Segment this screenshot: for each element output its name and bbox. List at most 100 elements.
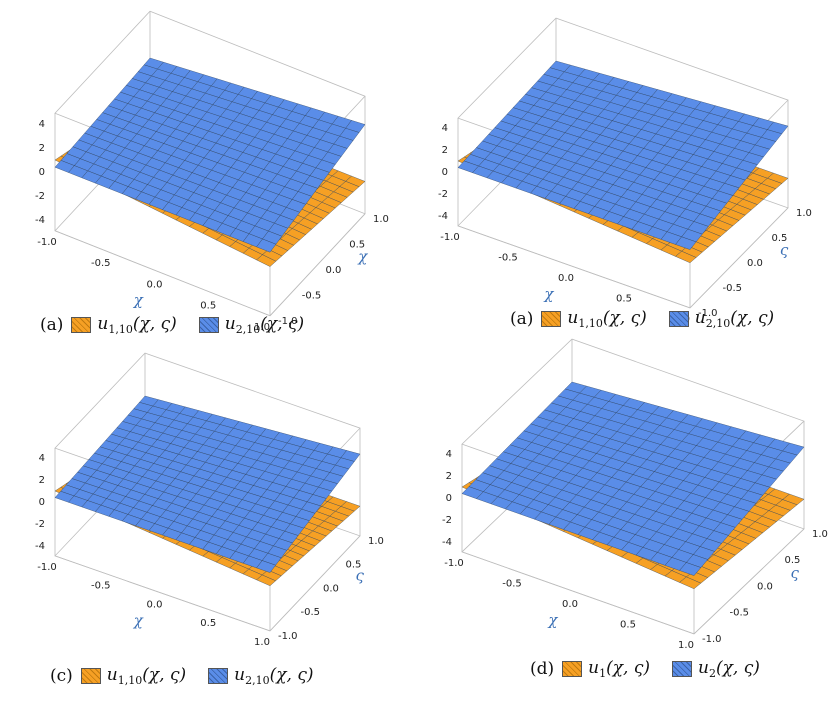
legend-u1-sub: 1,10 bbox=[117, 674, 143, 687]
legend-u1-sub: 1,10 bbox=[108, 323, 133, 336]
chart-panel-a1: 4 2 0 -2 -4 -1.0 -0.5 0.0 0.5 1.0 -1.0 -0.5 0.0 0.5 1.… bbox=[0, 0, 420, 340]
z-tick-label: 2 bbox=[446, 471, 452, 482]
blue-hatched-swatch-icon bbox=[668, 311, 689, 327]
z-tick-label: 4 bbox=[446, 449, 452, 460]
legend-u2-sub: 2,10 bbox=[235, 323, 261, 336]
surface-plot-c: 4 2 0 -2 -4 -1.0 -0.5 0.0 0.5 1.0 -1.0 -0.5 0.0 0.5 1.… bbox=[35, 352, 384, 648]
bounding-box-front bbox=[54, 535, 361, 632]
bounding-box-front bbox=[457, 207, 789, 309]
x-tick-label: 0.5 bbox=[620, 619, 636, 630]
y-tick-label: 0.0 bbox=[323, 583, 339, 594]
surface-plot-a2: 420-2-4-1.0-0.50.00.51.0-1.0-0.50.00.51.… bbox=[438, 17, 812, 325]
panel-label: (d) bbox=[530, 659, 555, 679]
legend-caption-d: (d) u1(χ, ς) u2(χ, ς) bbox=[530, 658, 760, 680]
z-tick-label: -4 bbox=[442, 537, 452, 548]
z-tick-label: -4 bbox=[35, 541, 45, 552]
y-axis-label: ς bbox=[356, 567, 365, 585]
legend-u2-sub: 2,10 bbox=[705, 317, 731, 330]
legend-caption-a1: (a) u1,10(χ, ς) u2,10(χ, ς) bbox=[40, 314, 304, 336]
x-tick-label: -1.0 bbox=[37, 562, 57, 573]
x-tick-label: 1.0 bbox=[254, 637, 270, 648]
legend-u1-sub: 1,10 bbox=[578, 317, 603, 330]
chart-panel-d: 4 2 0 -2 -4 -1.0 -0.5 0.0 0.5 1.0 -1.0 -0.5 0.0 0.5 1.… bbox=[420, 338, 840, 709]
z-tick-label: -2 bbox=[35, 519, 45, 530]
x-tick-label: -0.5 bbox=[502, 578, 522, 589]
legend-u1-pre: u bbox=[97, 314, 109, 334]
panel-label: (a) bbox=[510, 309, 534, 329]
y-tick-label: 0.0 bbox=[757, 581, 773, 592]
y-tick-label: -1.0 bbox=[698, 308, 718, 319]
x-tick-label: -1.0 bbox=[37, 237, 57, 248]
bounding-box-front bbox=[461, 528, 805, 635]
legend-u1-pre: u bbox=[106, 665, 118, 685]
x-tick-label: 1.0 bbox=[678, 640, 694, 651]
legend-u1-pre: u bbox=[567, 308, 579, 328]
y-axis-label: ς bbox=[780, 241, 789, 259]
y-tick-label: 0.5 bbox=[785, 555, 801, 566]
legend-u1-sub: 1 bbox=[599, 667, 607, 680]
z-tick-label: 2 bbox=[442, 145, 448, 156]
y-tick-label: 0.5 bbox=[346, 560, 362, 571]
y-tick-label: 1.0 bbox=[796, 208, 812, 219]
y-tick-label: -0.5 bbox=[302, 290, 322, 301]
legend-u1-post: (χ, ς) bbox=[142, 665, 187, 685]
legend-u1-post: (χ, ς) bbox=[132, 314, 177, 334]
z-tick-label: -4 bbox=[35, 215, 45, 226]
legend-u2-post: (χ, ς) bbox=[730, 308, 775, 328]
x-tick-label: 0.0 bbox=[147, 599, 163, 610]
orange-hatched-swatch-icon bbox=[71, 317, 92, 333]
legend-u1-post: (χ, ς) bbox=[602, 308, 647, 328]
y-tick-label: 0.0 bbox=[326, 265, 342, 276]
z-tick-label: 0 bbox=[39, 497, 45, 508]
surface-u2 bbox=[54, 395, 361, 573]
z-tick-label: 4 bbox=[39, 119, 45, 130]
legend-u2-pre: u bbox=[698, 658, 709, 678]
legend-u2-post: (χ, ς) bbox=[269, 665, 314, 685]
y-tick-label: 1.0 bbox=[812, 529, 828, 540]
legend-u2-post: (χ, ς) bbox=[260, 314, 305, 334]
x-tick-label: -0.5 bbox=[498, 252, 518, 263]
x-tick-label: 1.0 bbox=[254, 322, 270, 333]
y-tick-label: 0.5 bbox=[772, 233, 788, 244]
y-tick-label: -0.5 bbox=[301, 607, 321, 618]
legend-u1-post: (χ, ς) bbox=[606, 658, 651, 678]
legend-caption-c: (c) u1,10(χ, ς) u2,10(χ, ς) bbox=[50, 665, 314, 687]
z-tick-label: 2 bbox=[39, 475, 45, 486]
y-tick-label: 0.5 bbox=[349, 239, 365, 250]
legend-u2-pre: u bbox=[224, 314, 236, 334]
y-tick-label: -0.5 bbox=[723, 283, 743, 294]
blue-hatched-swatch-icon bbox=[198, 317, 219, 333]
surface-plot-a1: 4 2 0 -2 -4 -1.0 -0.5 0.0 0.5 1.0 -1.0 -0.5 0.0 0.5 1.… bbox=[35, 10, 389, 333]
legend-u2-pre: u bbox=[694, 308, 706, 328]
chart-panel-c: 4 2 0 -2 -4 -1.0 -0.5 0.0 0.5 1.0 -1.0 -0.5 0.0 0.5 1.… bbox=[0, 350, 420, 709]
x-tick-label: -1.0 bbox=[444, 558, 464, 569]
x-tick-label: 0.0 bbox=[558, 273, 574, 284]
bounding-box-front bbox=[54, 213, 366, 317]
panel-label: (c) bbox=[50, 666, 73, 686]
x-axis-label: χ bbox=[133, 291, 144, 309]
y-axis-label: χ bbox=[357, 248, 368, 266]
z-tick-label: 4 bbox=[39, 453, 45, 464]
x-tick-label: -0.5 bbox=[91, 581, 111, 592]
chart-panel-a2: 420-2-4-1.0-0.50.00.51.0-1.0-0.50.00.51.… bbox=[420, 0, 840, 340]
z-tick-label: 0 bbox=[446, 493, 452, 504]
orange-hatched-swatch-icon bbox=[80, 668, 101, 684]
surface-u2 bbox=[457, 60, 789, 250]
legend-u2-sub: 2,10 bbox=[245, 674, 270, 687]
legend-u2-post: (χ, ς) bbox=[715, 658, 760, 678]
x-axis-label: χ bbox=[133, 612, 144, 630]
legend-u2-sub: 2 bbox=[708, 667, 716, 680]
y-tick-label: -1.0 bbox=[278, 631, 298, 642]
panel-label: (a) bbox=[40, 315, 64, 335]
legend-u2-pre: u bbox=[234, 665, 246, 685]
legend-caption-a2: (a) u1,10(χ, ς) u2,10(χ, ς) bbox=[510, 308, 774, 330]
y-tick-label: -0.5 bbox=[730, 608, 750, 619]
y-tick-label: 1.0 bbox=[373, 214, 389, 225]
x-tick-label: -0.5 bbox=[91, 258, 111, 269]
blue-hatched-swatch-icon bbox=[208, 668, 229, 684]
orange-hatched-swatch-icon bbox=[541, 311, 562, 327]
legend-u1-pre: u bbox=[588, 658, 600, 678]
z-tick-label: 4 bbox=[442, 123, 448, 134]
x-tick-label: 0.5 bbox=[200, 618, 216, 629]
x-axis-label: χ bbox=[547, 611, 558, 629]
